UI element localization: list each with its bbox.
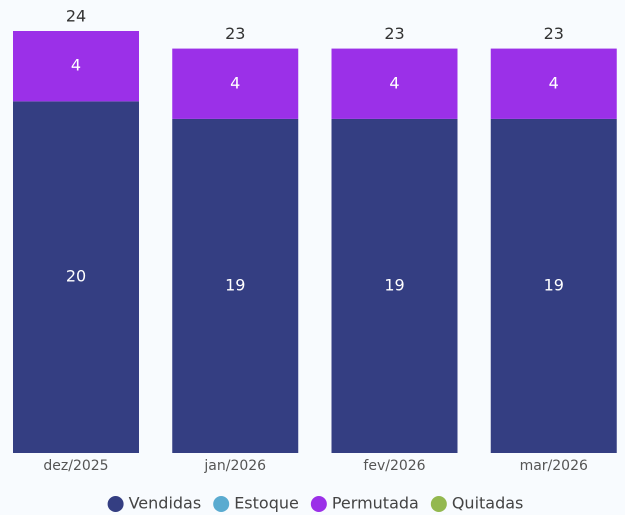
- total-label: 23: [544, 24, 564, 43]
- data-label: 19: [384, 275, 404, 294]
- bar-segment: [490, 118, 617, 454]
- data-label: 19: [544, 275, 564, 294]
- legend-marker: [107, 496, 124, 512]
- x-tick-label: jan/2026: [203, 458, 266, 474]
- data-label: 20: [66, 267, 86, 286]
- data-label: 19: [225, 275, 245, 294]
- x-tick-label: fev/2026: [363, 458, 425, 474]
- bar-segment: [331, 48, 458, 119]
- bar-segment: [13, 101, 139, 453]
- legend: Vendidas Estoque Permutada Quitadas: [107, 494, 524, 513]
- total-label: 24: [66, 7, 86, 26]
- data-label: 4: [389, 73, 399, 92]
- data-label: 4: [71, 56, 81, 75]
- legend-label: Vendidas: [129, 494, 202, 513]
- legend-label: Permutada: [332, 494, 419, 513]
- x-tick-label: dez/2025: [43, 458, 108, 474]
- bar-segment: [172, 48, 299, 119]
- bar-segment: [13, 31, 139, 102]
- legend-marker: [310, 496, 327, 512]
- data-label: 4: [549, 73, 559, 92]
- legend-marker: [213, 496, 230, 512]
- total-label: 23: [384, 24, 404, 43]
- x-tick-label: mar/2026: [520, 458, 588, 474]
- bar-segment: [172, 118, 299, 454]
- legend-label: Quitadas: [452, 494, 524, 513]
- total-label: 23: [225, 24, 245, 43]
- bar-segment: [331, 118, 458, 454]
- legend-label: Estoque: [234, 494, 299, 513]
- bar-segment: [490, 48, 617, 119]
- legend-marker: [430, 496, 447, 512]
- data-label: 4: [230, 73, 240, 92]
